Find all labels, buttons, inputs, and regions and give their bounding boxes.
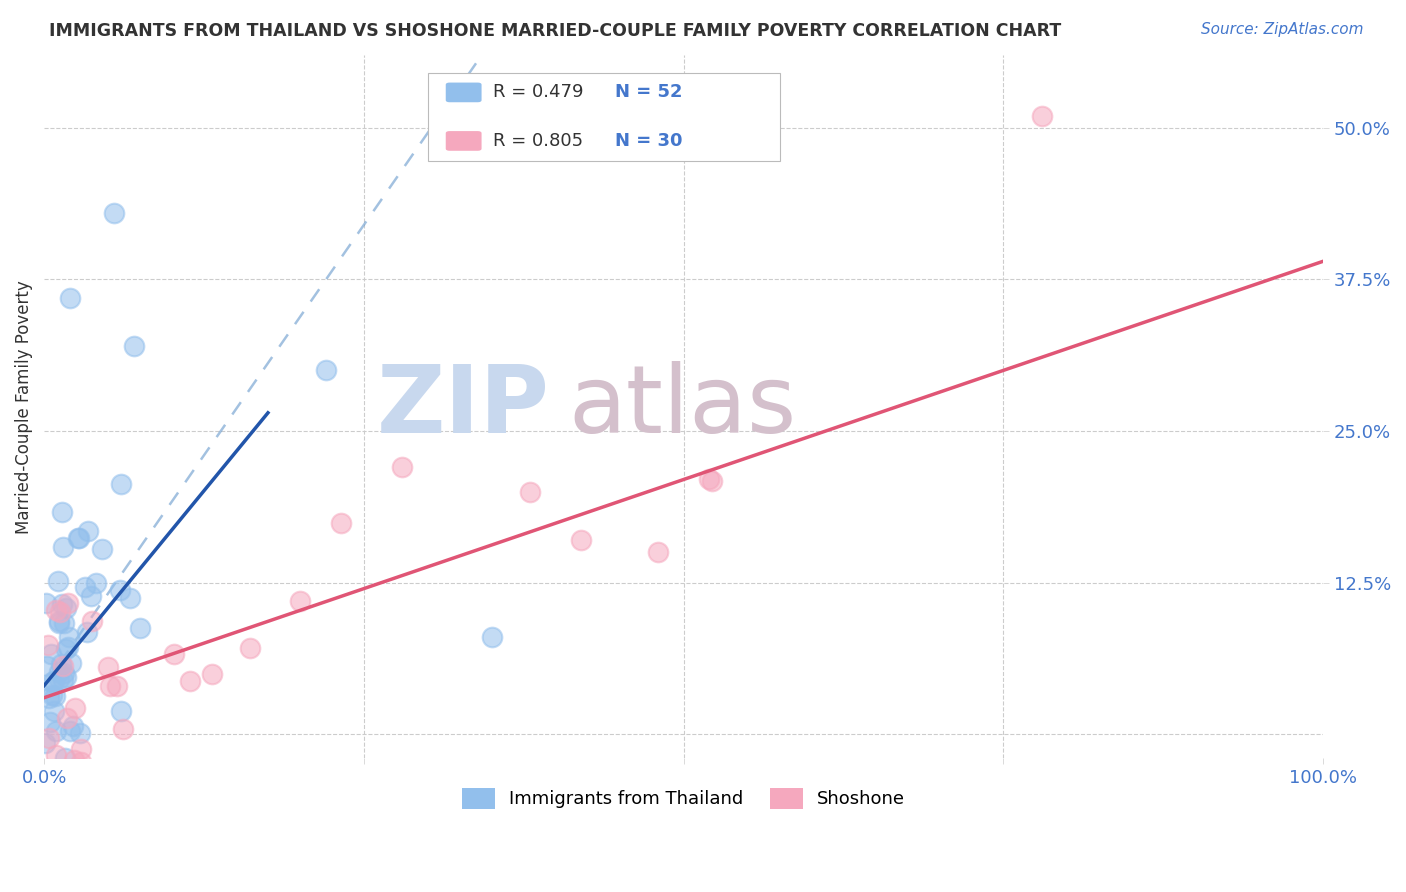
Point <box>76 624 98 639</box>
Point <box>98 679 121 693</box>
Point <box>52 673 75 687</box>
Point <box>110 477 132 491</box>
Text: N = 52: N = 52 <box>614 84 682 102</box>
Point <box>52 540 75 554</box>
Point <box>45 724 67 739</box>
Point <box>330 516 353 530</box>
Point <box>110 704 132 718</box>
Text: ZIP: ZIP <box>377 360 550 453</box>
Point <box>179 673 201 688</box>
Text: IMMIGRANTS FROM THAILAND VS SHOSHONE MARRIED-COUPLE FAMILY POVERTY CORRELATION C: IMMIGRANTS FROM THAILAND VS SHOSHONE MAR… <box>49 22 1062 40</box>
Point <box>55 642 77 657</box>
Point <box>48 615 70 630</box>
Point <box>238 641 260 656</box>
Point <box>48 605 70 619</box>
Point <box>519 484 541 499</box>
Point <box>38 731 60 746</box>
Point <box>569 533 592 547</box>
Point <box>58 723 80 738</box>
Point <box>67 531 90 545</box>
Point <box>80 615 103 629</box>
Point <box>41 675 63 690</box>
Text: atlas: atlas <box>568 360 797 453</box>
FancyBboxPatch shape <box>446 83 482 103</box>
Point <box>702 474 724 488</box>
Point <box>62 719 84 733</box>
Point <box>201 667 224 681</box>
Point <box>481 630 503 644</box>
Point <box>48 665 70 679</box>
Point <box>34 736 56 750</box>
Point <box>48 615 70 629</box>
Point <box>70 755 93 769</box>
Point <box>45 748 67 763</box>
Text: R = 0.805: R = 0.805 <box>494 132 583 150</box>
Point <box>105 679 128 693</box>
Point <box>103 206 125 220</box>
Text: Source: ZipAtlas.com: Source: ZipAtlas.com <box>1201 22 1364 37</box>
Point <box>52 615 75 630</box>
Text: N = 30: N = 30 <box>614 132 682 150</box>
Point <box>97 659 120 673</box>
Point <box>108 583 131 598</box>
Point <box>58 595 80 609</box>
Point <box>41 688 63 702</box>
Point <box>55 670 77 684</box>
Point <box>77 524 100 538</box>
Legend: Immigrants from Thailand, Shoshone: Immigrants from Thailand, Shoshone <box>454 780 912 816</box>
Point <box>56 640 79 654</box>
Point <box>84 576 107 591</box>
Point <box>60 656 83 670</box>
Point <box>51 597 73 611</box>
Point <box>35 596 58 610</box>
Point <box>80 589 103 603</box>
Point <box>49 657 72 671</box>
Point <box>112 722 135 736</box>
Point <box>48 672 70 686</box>
Point <box>69 532 91 546</box>
Point <box>37 638 59 652</box>
Point <box>35 658 58 673</box>
Point <box>129 621 152 635</box>
Point <box>44 704 66 718</box>
Point <box>41 647 63 661</box>
Point <box>39 714 62 729</box>
Point <box>65 700 87 714</box>
Point <box>56 711 79 725</box>
Point <box>162 647 184 661</box>
Point <box>38 691 60 706</box>
Point <box>44 689 66 703</box>
Point <box>70 741 93 756</box>
Point <box>53 751 76 765</box>
Point <box>51 505 73 519</box>
Point <box>118 591 141 605</box>
Point <box>315 363 337 377</box>
Point <box>55 601 77 615</box>
Point <box>122 339 145 353</box>
Point <box>53 666 76 681</box>
Point <box>288 594 311 608</box>
Text: R = 0.479: R = 0.479 <box>494 84 583 102</box>
Y-axis label: Married-Couple Family Poverty: Married-Couple Family Poverty <box>15 280 32 533</box>
Point <box>45 603 67 617</box>
Point <box>697 473 720 487</box>
FancyBboxPatch shape <box>446 131 482 151</box>
Point <box>391 460 413 475</box>
FancyBboxPatch shape <box>427 73 779 161</box>
Point <box>42 674 65 689</box>
Point <box>647 545 669 559</box>
Point <box>52 658 75 673</box>
Point <box>46 574 69 588</box>
Point <box>1031 109 1053 123</box>
Point <box>91 541 114 556</box>
Point <box>62 753 84 767</box>
Point <box>69 726 91 740</box>
Point <box>59 291 82 305</box>
Point <box>58 630 80 644</box>
Point <box>73 580 96 594</box>
